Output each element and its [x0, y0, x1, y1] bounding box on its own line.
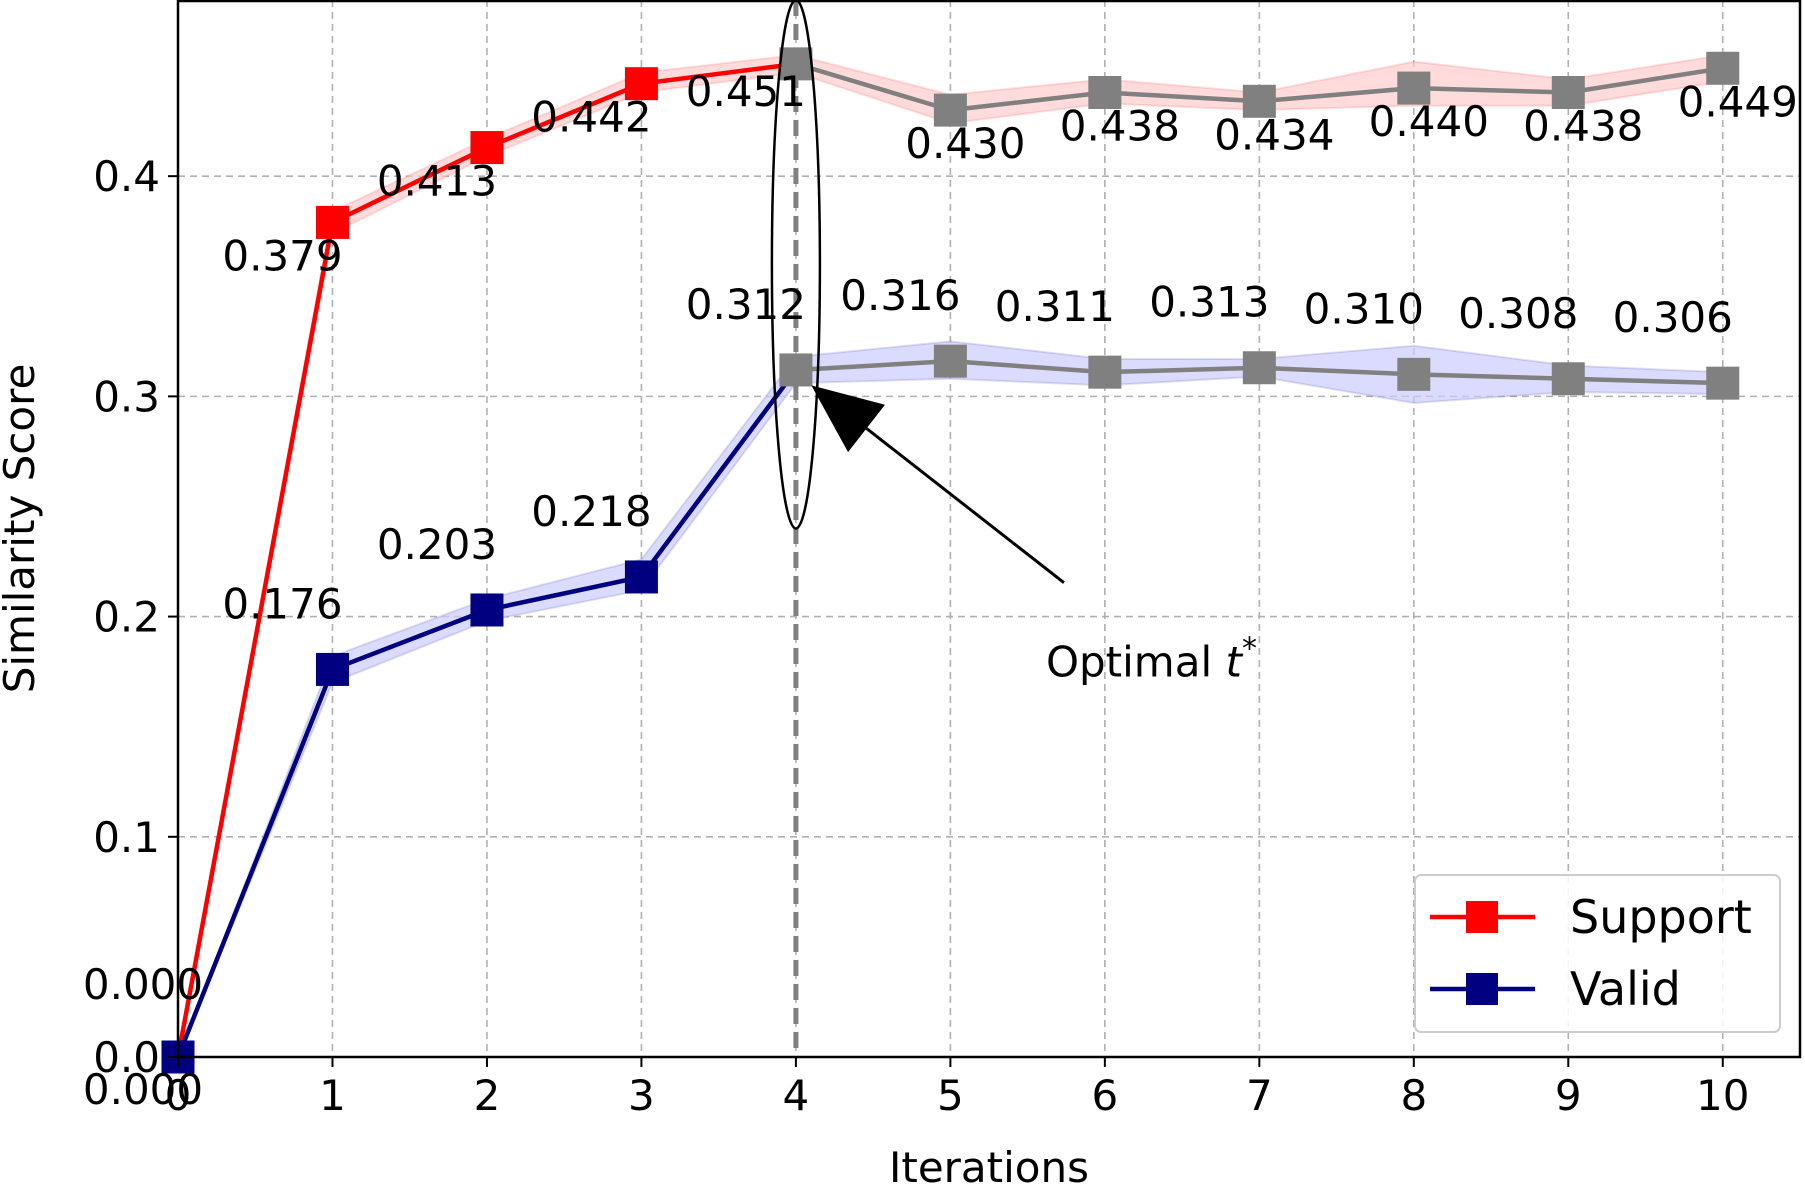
data-labels: 0.379 0.176 0.413 0.203 0.442 0.218 0.451 0.312… [83, 67, 1798, 1114]
data-label-valid-x2: 0.203 [377, 520, 497, 569]
data-label-support-x6: 0.438 [1060, 101, 1180, 150]
optimal-ellipse [770, 0, 822, 530]
x-tick-label-6: 6 [1091, 1071, 1118, 1120]
marker-valid-x6 [1088, 355, 1122, 389]
legend-marker-support [1466, 901, 1498, 933]
marker-valid-x7 [1242, 351, 1276, 385]
marker-valid-x8 [1397, 357, 1431, 391]
x-tick-label-7: 7 [1246, 1071, 1273, 1120]
data-label-support-x0: 0.000 [83, 960, 203, 1009]
x-tick-label-4: 4 [783, 1071, 810, 1120]
legend: Support Valid [1414, 874, 1781, 1033]
data-label-valid-x3: 0.218 [531, 487, 651, 536]
x-tick-label-3: 3 [628, 1071, 655, 1120]
marker-support-x3 [624, 67, 658, 101]
x-tick-label-0: 0 [165, 1071, 192, 1120]
optimal-label-var: t [1225, 638, 1243, 687]
data-label-valid-x6: 0.311 [995, 282, 1115, 331]
x-tick-label-9: 9 [1555, 1071, 1582, 1120]
marker-valid-x1 [315, 652, 349, 686]
data-label-valid-x4: 0.312 [686, 280, 806, 329]
x-tick-label-5: 5 [937, 1071, 964, 1120]
marker-support-x8 [1397, 71, 1431, 105]
x-axis-title: Iterations [889, 1143, 1089, 1192]
optimal-label: Optimal t* [1046, 632, 1257, 687]
data-label-support-x1: 0.379 [222, 231, 342, 280]
data-label-support-x3: 0.442 [531, 93, 651, 142]
legend-label-support: Support [1570, 890, 1752, 944]
marker-valid-x2 [470, 593, 504, 627]
data-label-support-x5: 0.430 [905, 119, 1025, 168]
legend-label-valid: Valid [1570, 962, 1681, 1016]
marker-support-x5 [933, 93, 967, 127]
data-label-valid-x0: 0.000 [83, 1065, 203, 1114]
data-label-valid-x7: 0.313 [1149, 278, 1269, 327]
marker-support-x10 [1706, 51, 1740, 85]
optimal-label-prefix: Optimal [1046, 638, 1226, 687]
data-label-support-x2: 0.413 [377, 157, 497, 206]
data-label-valid-x10: 0.306 [1613, 293, 1733, 342]
data-label-support-x7: 0.434 [1214, 110, 1334, 159]
marker-valid-x10 [1706, 366, 1740, 400]
y-tick-label-0.0: 0.0 [93, 1033, 160, 1082]
data-label-valid-x8: 0.310 [1304, 284, 1424, 333]
x-tick-label-8: 8 [1400, 1071, 1427, 1120]
optimal-arrow-shaft [865, 427, 1065, 584]
optimal-annotation: Optimal t* [770, 0, 1257, 687]
x-tick-label-1: 1 [319, 1071, 346, 1120]
marker-valid-x3 [624, 560, 658, 594]
y-tick-label-0.4: 0.4 [93, 152, 160, 201]
data-label-support-x9: 0.438 [1523, 101, 1643, 150]
optimal-arrow-head [811, 385, 885, 453]
data-label-valid-x1: 0.176 [222, 579, 342, 628]
marker-support-x6 [1088, 75, 1122, 109]
marker-valid-x9 [1551, 362, 1585, 396]
marker-support-x4 [779, 47, 813, 81]
data-label-support-x10: 0.449 [1678, 77, 1798, 126]
data-label-valid-x5: 0.316 [840, 271, 960, 320]
y-tick-label-0.2: 0.2 [93, 593, 160, 642]
y-tick-label-0.1: 0.1 [93, 813, 160, 862]
marker-valid-x4 [779, 353, 813, 387]
y-axis-title: Similarity Score [0, 364, 44, 694]
marker-support-x2 [470, 131, 504, 165]
plot-frame [176, 0, 1802, 1059]
series-markers [161, 47, 1740, 1074]
y-tick-label-0.3: 0.3 [93, 372, 160, 421]
marker-support-x7 [1242, 84, 1276, 118]
marker-support-x9 [1551, 75, 1585, 109]
marker-valid-x5 [933, 344, 967, 378]
optimal-label-sup: * [1242, 632, 1257, 667]
data-label-valid-x9: 0.308 [1458, 289, 1578, 338]
x-tick-label-2: 2 [474, 1071, 501, 1120]
legend-marker-valid [1466, 973, 1498, 1005]
x-tick-label-10: 10 [1696, 1071, 1749, 1120]
data-label-support-x4: 0.451 [686, 67, 806, 116]
data-label-support-x8: 0.440 [1369, 97, 1489, 146]
legend-box [1414, 874, 1781, 1033]
marker-support-x1 [315, 205, 349, 239]
